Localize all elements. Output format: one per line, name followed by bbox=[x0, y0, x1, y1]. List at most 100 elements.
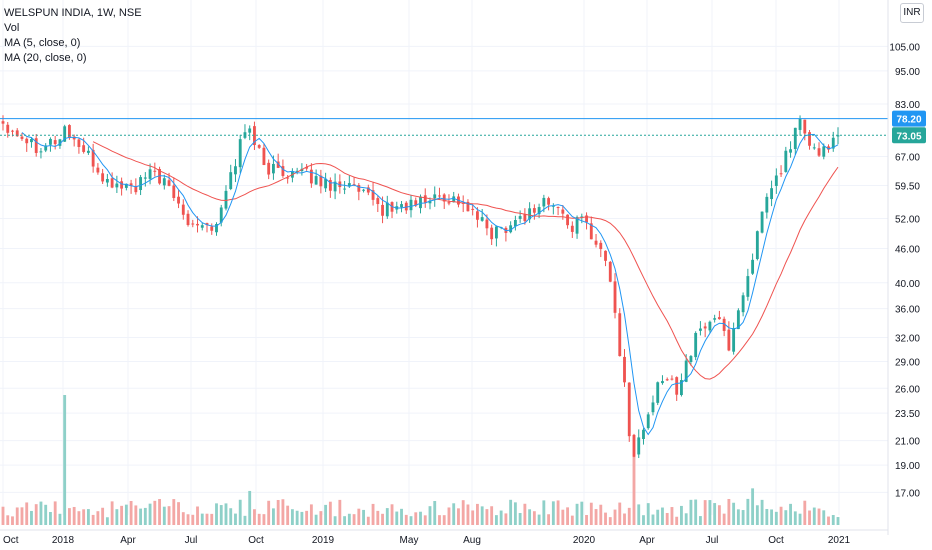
svg-text:78.20: 78.20 bbox=[896, 115, 921, 126]
volume-bar bbox=[39, 501, 43, 525]
volume-bar bbox=[765, 508, 769, 525]
volume-bar bbox=[665, 512, 669, 525]
price-tick-label: 17.00 bbox=[895, 488, 920, 499]
indicator-ma20[interactable]: MA (20, close, 0) bbox=[4, 52, 87, 64]
volume-bar bbox=[670, 507, 674, 525]
volume-bar bbox=[15, 507, 19, 525]
volume-bar bbox=[703, 500, 707, 525]
volume-bar bbox=[290, 509, 294, 525]
indicator-vol[interactable]: Vol bbox=[4, 22, 20, 34]
volume-bar bbox=[200, 513, 204, 525]
candle bbox=[6, 122, 10, 138]
candle bbox=[675, 376, 679, 401]
volume-bar bbox=[167, 506, 171, 525]
volume-bar bbox=[248, 490, 252, 525]
legend: WELSPUN INDIA, 1W, NSE Vol MA (5, close,… bbox=[4, 6, 142, 66]
candle bbox=[248, 125, 252, 141]
candle bbox=[494, 225, 498, 247]
candle bbox=[698, 321, 702, 336]
candle bbox=[324, 172, 328, 193]
volume-bar bbox=[732, 502, 736, 525]
candle bbox=[115, 175, 119, 193]
volume-bar bbox=[234, 513, 237, 525]
time-axis[interactable]: Oct 2018 Apr Jul Oct 2019 May Aug 2020 Apr Jul Oct 2… bbox=[0, 529, 888, 546]
time-tick-label: Jul bbox=[185, 535, 198, 546]
volume-bar bbox=[115, 509, 119, 525]
price-tick-label: 36.00 bbox=[895, 305, 920, 316]
price-tick-label: 32.00 bbox=[895, 333, 920, 344]
volume-bar bbox=[110, 501, 114, 525]
svg-text:73.05: 73.05 bbox=[896, 131, 921, 142]
candle bbox=[513, 215, 517, 231]
price-axis[interactable]: 105.00 95.00 83.00 67.00 59.50 52.00 46.00 40.0… bbox=[887, 0, 920, 535]
price-tick-label: 105.00 bbox=[889, 42, 920, 53]
volume-bar bbox=[172, 499, 176, 525]
candle bbox=[808, 130, 811, 150]
volume-bar bbox=[82, 509, 86, 525]
volume-bar bbox=[661, 507, 664, 525]
candle bbox=[746, 268, 750, 301]
volume-bar bbox=[400, 508, 403, 525]
volume-bar bbox=[471, 510, 475, 525]
volume-bar bbox=[770, 509, 774, 525]
candle bbox=[637, 429, 641, 459]
candle bbox=[717, 310, 721, 320]
candle bbox=[39, 147, 43, 159]
candle bbox=[547, 196, 551, 211]
candle bbox=[385, 195, 389, 219]
volume-bar bbox=[1, 506, 5, 525]
currency-badge[interactable]: INR bbox=[900, 3, 924, 23]
candle bbox=[485, 214, 489, 236]
candle bbox=[120, 177, 124, 196]
candle bbox=[357, 182, 361, 201]
volume-bar bbox=[243, 515, 247, 525]
candle bbox=[708, 320, 712, 333]
volume-bar bbox=[253, 509, 256, 525]
candle bbox=[613, 273, 617, 319]
candle bbox=[96, 163, 100, 175]
volume-bar bbox=[461, 500, 465, 525]
volume-bar bbox=[646, 503, 650, 525]
volume-bar bbox=[485, 509, 489, 525]
candle bbox=[817, 142, 821, 158]
time-tick-label: Jul bbox=[706, 535, 719, 546]
candle bbox=[366, 184, 370, 196]
volume-bar bbox=[727, 498, 731, 525]
volume-bar bbox=[698, 516, 702, 525]
volume-bar bbox=[736, 509, 740, 525]
candle bbox=[774, 168, 778, 194]
volume-bar bbox=[219, 505, 223, 525]
candle bbox=[447, 194, 451, 206]
candle bbox=[661, 375, 664, 385]
candle bbox=[362, 188, 365, 193]
candle bbox=[480, 209, 484, 222]
volume-bar bbox=[741, 510, 745, 525]
volume-bar bbox=[91, 514, 95, 525]
candle bbox=[433, 186, 437, 207]
volume-bar bbox=[523, 503, 527, 525]
candle bbox=[732, 322, 736, 355]
volume-bar bbox=[585, 514, 588, 525]
volume-bar bbox=[812, 507, 816, 525]
volume-bar bbox=[162, 506, 166, 525]
volume-bar bbox=[143, 507, 147, 525]
candle bbox=[30, 137, 33, 148]
candle bbox=[333, 173, 337, 200]
volume-bar bbox=[594, 509, 598, 525]
time-tick-label: Oct bbox=[768, 535, 784, 546]
candle bbox=[153, 162, 157, 177]
volume-bar bbox=[480, 506, 484, 525]
candle bbox=[177, 190, 180, 209]
candle bbox=[452, 191, 456, 203]
grid-lines bbox=[0, 0, 888, 515]
candle bbox=[224, 185, 228, 211]
volume-bar bbox=[366, 516, 370, 525]
candle bbox=[760, 211, 764, 234]
volume-bar bbox=[139, 508, 143, 525]
volume-bar bbox=[300, 511, 304, 525]
indicator-ma5[interactable]: MA (5, close, 0) bbox=[4, 37, 81, 49]
volume-bar bbox=[713, 503, 717, 525]
volume-bar bbox=[86, 509, 90, 525]
volume-bar bbox=[774, 511, 778, 525]
